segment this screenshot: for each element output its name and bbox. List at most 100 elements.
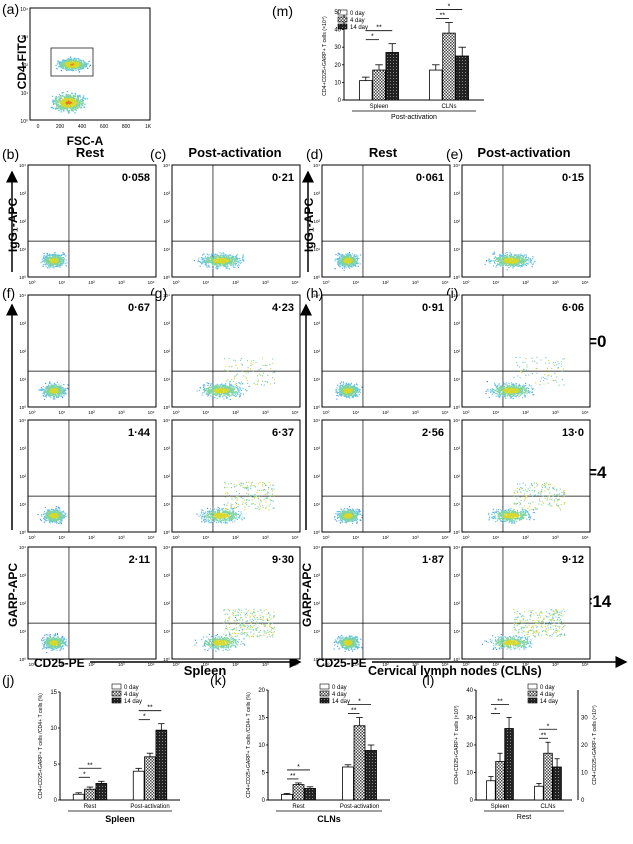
dot	[60, 111, 62, 113]
dot	[74, 106, 76, 109]
dot	[48, 393, 50, 395]
dot	[215, 256, 217, 258]
dot	[521, 254, 523, 256]
dot	[76, 102, 79, 104]
dot	[204, 256, 206, 258]
dot	[347, 256, 349, 258]
dot	[502, 253, 504, 255]
dot	[55, 387, 57, 389]
dot	[57, 60, 59, 62]
dot	[77, 61, 79, 64]
dot	[230, 254, 232, 256]
dot	[48, 388, 50, 390]
dot	[357, 259, 359, 261]
dot	[77, 98, 79, 100]
dot	[59, 260, 61, 262]
dot	[61, 64, 63, 67]
dot	[67, 58, 69, 60]
dot	[44, 398, 46, 400]
dot	[234, 258, 236, 260]
dot	[500, 264, 502, 266]
dot	[62, 259, 64, 261]
dot	[208, 259, 210, 261]
dot	[68, 111, 71, 113]
dot	[227, 263, 229, 265]
dot	[501, 261, 503, 263]
dot	[59, 388, 61, 390]
panel-letter-e: (e)	[446, 146, 463, 162]
dot	[210, 383, 212, 385]
dot	[79, 66, 82, 68]
dot	[228, 268, 230, 270]
dot	[203, 253, 205, 255]
dot	[216, 268, 218, 270]
dot	[347, 254, 349, 256]
dot	[79, 62, 82, 64]
dot	[226, 396, 228, 398]
dot	[223, 266, 225, 268]
dot	[213, 262, 215, 264]
dot	[47, 258, 49, 260]
dot	[46, 385, 48, 387]
dot	[72, 94, 75, 96]
dot	[227, 388, 229, 390]
dot	[62, 102, 64, 104]
dot	[496, 257, 498, 259]
dot	[60, 256, 62, 258]
dot	[61, 264, 63, 266]
dot	[44, 263, 46, 265]
dot	[60, 389, 62, 391]
dot	[49, 388, 51, 390]
dot	[66, 63, 69, 65]
dot	[56, 265, 58, 267]
dot	[225, 386, 227, 388]
dot	[61, 101, 63, 103]
dot	[508, 264, 510, 266]
dot	[334, 260, 336, 262]
dot	[484, 263, 486, 265]
dot	[68, 59, 70, 61]
dot	[229, 254, 231, 256]
dot	[214, 257, 216, 259]
dot	[49, 381, 51, 383]
dot	[61, 63, 63, 65]
dot	[243, 393, 245, 395]
dot	[50, 257, 52, 259]
cd4-neg-population	[50, 90, 88, 114]
flow-xtick: 10⁰	[29, 280, 36, 285]
dot	[223, 260, 225, 262]
dot	[46, 258, 48, 260]
dot	[72, 104, 74, 106]
dot	[226, 257, 228, 259]
dot	[524, 261, 526, 263]
dot	[340, 263, 342, 265]
dot	[55, 390, 57, 392]
dot	[343, 257, 345, 259]
dot	[227, 262, 229, 264]
dot	[74, 66, 76, 68]
dot	[59, 264, 61, 266]
dot	[206, 393, 208, 395]
dot	[504, 252, 506, 254]
dot	[345, 255, 347, 257]
dot	[54, 266, 56, 268]
dot	[68, 109, 70, 112]
dot	[217, 385, 219, 387]
dot	[354, 262, 356, 264]
dot	[224, 390, 226, 392]
dot	[214, 263, 216, 265]
dot	[515, 254, 517, 256]
dot	[234, 263, 236, 265]
dot	[226, 258, 228, 260]
dot	[70, 98, 72, 100]
dot	[498, 254, 500, 256]
flow-ytick: 10³	[19, 321, 26, 326]
dot	[226, 263, 228, 265]
dot	[68, 99, 70, 101]
iso-ylabel-left: IgG₁-APC	[6, 198, 20, 253]
dot	[58, 105, 60, 108]
panel-a-xtick: 200	[56, 124, 65, 130]
dot	[76, 105, 78, 107]
dot	[54, 100, 56, 102]
dot	[215, 395, 217, 397]
